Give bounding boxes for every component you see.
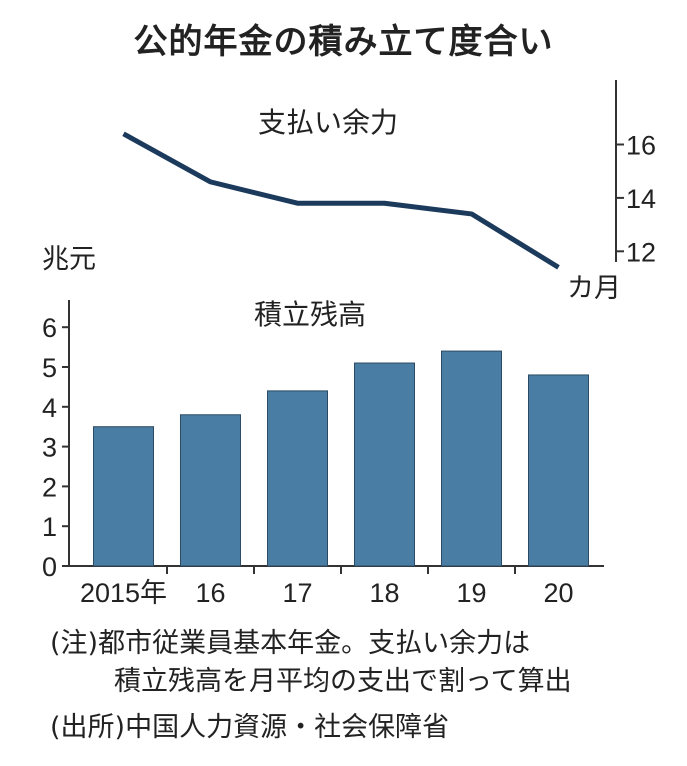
bar-y-tick-label: 1 [42,512,57,542]
line-y-unit: カ月 [567,273,621,304]
bar [267,390,328,567]
x-tick-label: 16 [195,578,225,608]
x-tick-label: 2015年 [80,578,167,608]
line-y-tick-label: 14 [626,184,656,214]
bar [180,414,241,567]
line-series-label: 支払い余力 [258,106,398,139]
bar [528,374,589,567]
bar-y-tick-label: 2 [42,472,57,502]
line-y-tick-label: 12 [626,237,656,267]
bar-y-tick-label: 3 [42,433,57,463]
x-tick-label: 20 [543,578,573,608]
source-note: (出所)中国人力資源・社会保障省 [50,712,450,743]
bar-y-tick-label: 6 [42,313,57,343]
line-y-tick-label: 16 [626,131,656,161]
bar-series-label: 積立残高 [254,298,366,331]
x-tick-label: 19 [456,578,486,608]
bar-y-tick-label: 4 [42,393,57,423]
x-tick-label: 18 [369,578,399,608]
bar-y-unit: 兆元 [42,244,96,275]
line-series [122,131,560,270]
bar [93,426,154,567]
note-line-1: (注)都市従業員基本年金。支払い余力は [50,628,531,659]
note-line-2: 積立残高を月平均の支出で割って算出 [114,666,572,697]
chart-title: 公的年金の積み立て度合い [133,22,554,62]
line-chart: 12 14 16 カ月 支払い余力 [122,80,656,304]
x-tick-label: 17 [282,578,312,608]
bar-y-tick-label: 0 [42,552,57,582]
bar-y-tick-label: 5 [42,353,57,383]
bar [354,362,415,567]
bar [441,350,502,567]
